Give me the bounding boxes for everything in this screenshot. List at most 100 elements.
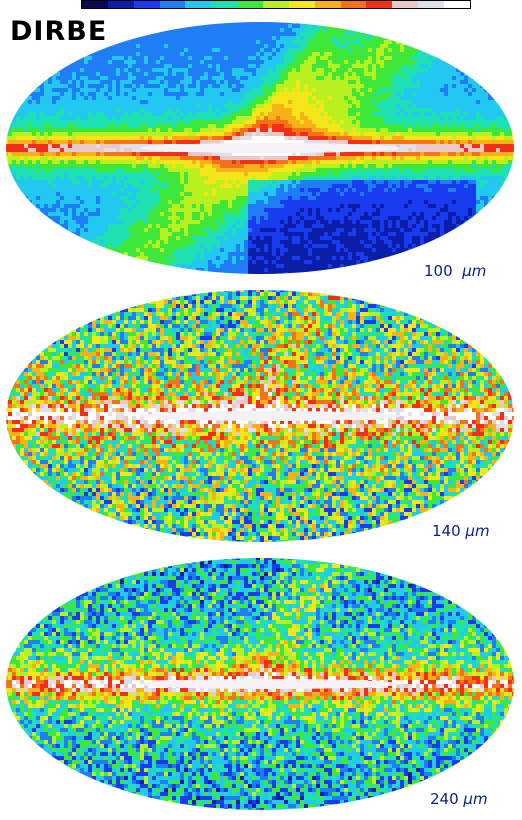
map-pixel bbox=[312, 44, 316, 48]
map-pixel bbox=[204, 168, 208, 172]
map-pixel bbox=[300, 52, 304, 56]
map-pixel bbox=[444, 56, 448, 60]
map-pixel bbox=[480, 92, 484, 96]
map-pixel bbox=[220, 172, 224, 176]
map-pixel bbox=[12, 148, 16, 152]
map-pixel bbox=[288, 92, 292, 96]
map-pixel bbox=[144, 72, 148, 76]
map-pixel bbox=[408, 88, 412, 92]
map-pixel bbox=[348, 32, 352, 36]
map-pixel bbox=[80, 124, 84, 128]
map-pixel bbox=[392, 124, 396, 128]
map-pixel bbox=[200, 192, 204, 196]
map-pixel bbox=[172, 168, 176, 172]
map-pixel bbox=[336, 128, 340, 132]
map-pixel bbox=[144, 148, 148, 152]
map-pixel bbox=[184, 164, 188, 168]
map-pixel bbox=[476, 112, 480, 116]
map-pixel bbox=[372, 116, 376, 120]
map-pixel bbox=[364, 56, 368, 60]
map-pixel bbox=[8, 156, 12, 160]
map-pixel bbox=[484, 132, 488, 136]
map-pixel bbox=[380, 92, 384, 96]
map-pixel bbox=[248, 152, 252, 156]
map-pixel bbox=[6, 160, 8, 164]
map-pixel bbox=[368, 140, 372, 144]
map-pixel bbox=[436, 172, 440, 176]
map-pixel bbox=[240, 192, 244, 196]
map-pixel bbox=[432, 172, 436, 176]
map-pixel bbox=[372, 140, 376, 144]
map-pixel bbox=[60, 168, 64, 172]
map-pixel bbox=[196, 124, 200, 128]
map-pixel bbox=[192, 184, 196, 188]
map-pixel bbox=[428, 192, 432, 196]
map-pixel bbox=[144, 128, 148, 132]
map-pixel bbox=[408, 188, 412, 192]
map-pixel bbox=[176, 36, 180, 40]
map-pixel bbox=[320, 112, 324, 116]
map-pixel bbox=[224, 128, 228, 132]
map-pixel bbox=[264, 128, 268, 132]
map-pixel bbox=[16, 136, 20, 140]
map-pixel bbox=[252, 96, 256, 100]
map-pixel bbox=[164, 116, 168, 120]
map-pixel bbox=[40, 132, 44, 136]
map-pixel bbox=[224, 188, 228, 192]
map-pixel bbox=[144, 104, 148, 108]
map-pixel bbox=[204, 80, 208, 84]
map-pixel bbox=[292, 56, 296, 60]
map-pixel bbox=[112, 48, 116, 52]
map-pixel bbox=[200, 76, 204, 80]
map-pixel bbox=[360, 132, 364, 136]
map-pixel bbox=[328, 140, 332, 144]
map-pixel bbox=[316, 100, 320, 104]
map-pixel bbox=[172, 108, 176, 112]
map-pixel bbox=[304, 64, 308, 68]
map-pixel bbox=[120, 116, 124, 120]
map-pixel bbox=[420, 132, 424, 136]
map-pixel bbox=[96, 156, 100, 160]
map-pixel bbox=[220, 104, 224, 108]
map-pixel bbox=[232, 124, 236, 128]
map-pixel bbox=[272, 32, 276, 36]
map-pixel bbox=[168, 160, 172, 164]
map-pixel bbox=[364, 36, 368, 40]
map-pixel bbox=[264, 176, 268, 180]
map-pixel bbox=[192, 160, 196, 164]
map-pixel bbox=[184, 168, 188, 172]
map-pixel bbox=[328, 40, 332, 44]
map-pixel bbox=[284, 168, 288, 172]
map-pixel bbox=[448, 60, 452, 64]
map-pixel bbox=[448, 132, 452, 136]
map-pixel bbox=[332, 24, 336, 28]
map-pixel bbox=[412, 148, 416, 152]
map-pixel bbox=[164, 128, 168, 132]
map-pixel bbox=[36, 88, 40, 92]
map-pixel bbox=[488, 140, 492, 144]
map-pixel bbox=[132, 80, 136, 84]
map-pixel bbox=[300, 152, 304, 156]
map-pixel bbox=[184, 68, 188, 72]
map-pixel bbox=[204, 152, 208, 156]
map-pixel bbox=[320, 84, 324, 88]
map-pixel bbox=[16, 144, 20, 148]
map-pixel bbox=[108, 140, 112, 144]
map-pixel bbox=[28, 200, 32, 204]
map-pixel bbox=[248, 100, 252, 104]
map-pixel bbox=[160, 184, 164, 188]
map-pixel bbox=[124, 144, 128, 148]
map-pixel bbox=[152, 32, 156, 36]
map-pixel bbox=[280, 116, 284, 120]
map-pixel bbox=[56, 172, 60, 176]
map-pixel bbox=[344, 24, 348, 28]
map-pixel bbox=[504, 168, 508, 172]
map-pixel bbox=[292, 116, 296, 120]
map-pixel bbox=[236, 112, 240, 116]
map-pixel bbox=[424, 140, 428, 144]
map-pixel bbox=[324, 96, 328, 100]
map-pixel bbox=[148, 148, 152, 152]
map-pixel bbox=[320, 80, 324, 84]
map-pixel bbox=[92, 120, 96, 124]
map-pixel bbox=[436, 92, 440, 96]
